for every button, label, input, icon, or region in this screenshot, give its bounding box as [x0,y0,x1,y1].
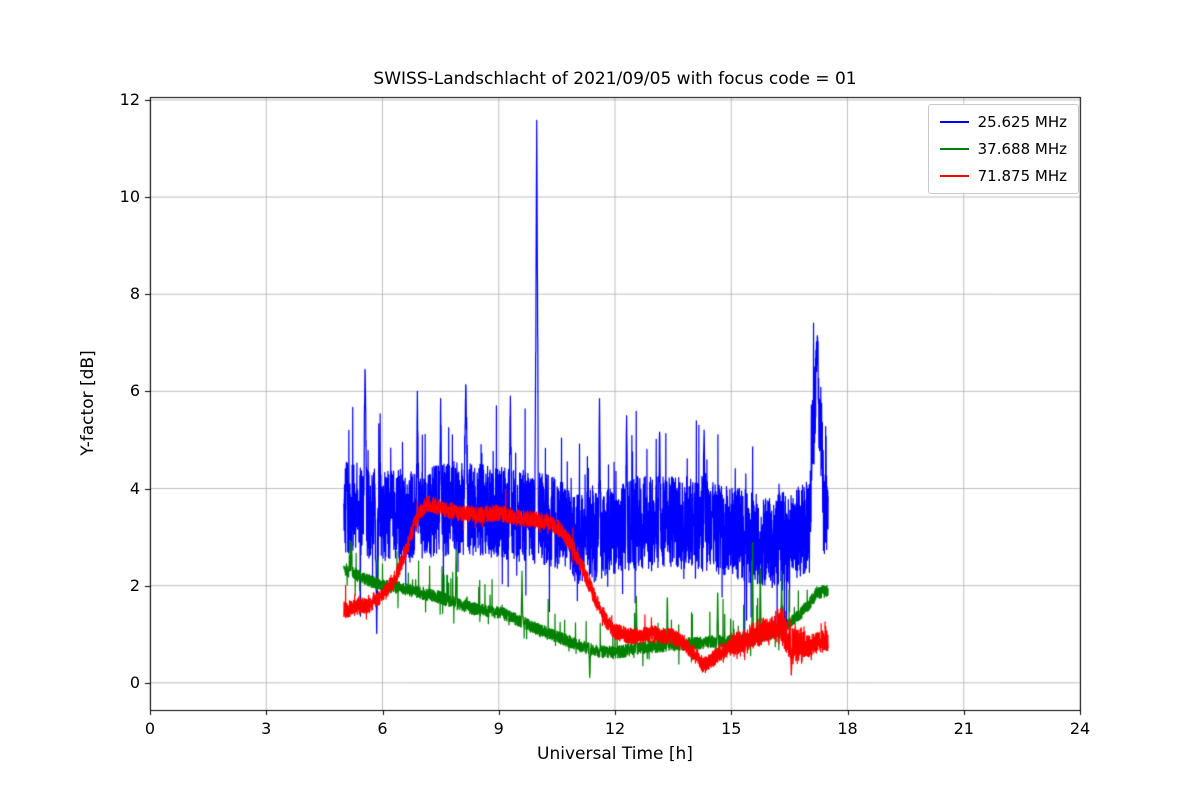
x-tick-label: 12 [604,719,626,738]
legend-label: 37.688 MHz [977,140,1067,158]
x-tick-label: 21 [953,719,974,738]
x-tick-label: 0 [144,719,156,738]
y-tick-label: 12 [119,89,140,109]
x-tick-label: 9 [493,719,504,738]
y-tick-label: 8 [129,284,140,304]
legend: 25.625 MHz 37.688 MHz 71.875 MHz [927,104,1079,194]
legend-label: 25.625 MHz [977,113,1067,131]
legend-entry: 37.688 MHz [939,140,1067,158]
legend-line-swatch [939,121,969,123]
chart-title: SWISS-Landschlacht of 2021/09/05 with fo… [373,69,857,89]
x-tick-label: 18 [837,719,858,738]
y-tick-label: 6 [129,381,140,401]
x-tick-label: 24 [1069,719,1091,738]
x-tick-label: 3 [261,719,272,738]
y-axis-label: Y-factor [dB] [78,350,98,456]
legend-entry: 25.625 MHz [939,113,1067,131]
y-tick-label: 10 [119,187,140,207]
y-tick-label: 0 [129,672,140,692]
legend-line-swatch [939,175,969,177]
legend-entry: 71.875 MHz [939,167,1067,185]
legend-label: 71.875 MHz [977,167,1067,185]
y-tick-label: 4 [129,478,140,498]
y-tick-label: 2 [129,575,140,595]
x-tick-label: 15 [721,719,742,738]
x-axis-label: Universal Time [h] [537,744,693,764]
x-tick-label: 6 [377,719,388,738]
legend-line-swatch [939,148,969,150]
